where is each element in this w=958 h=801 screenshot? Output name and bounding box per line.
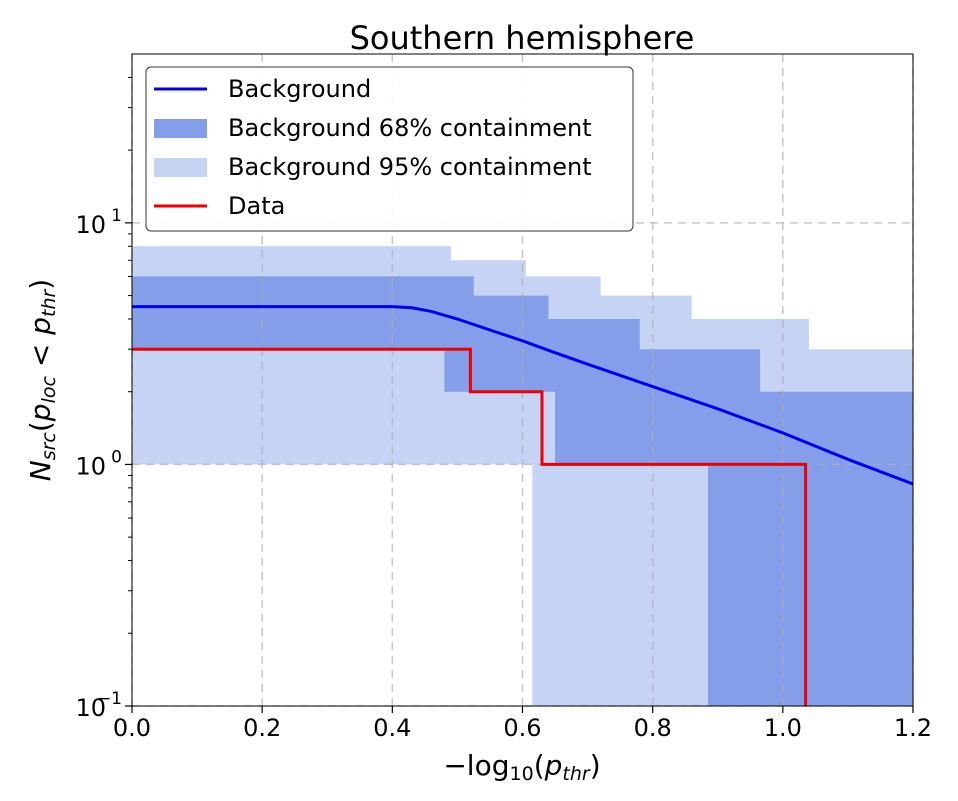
y-axis-label-part: < <box>24 335 57 376</box>
confidence-bands <box>132 246 913 707</box>
series-lines <box>132 305 914 706</box>
y-tick-label: 10 <box>75 452 106 480</box>
x-axis-label-part: −log <box>443 749 509 782</box>
x-axis-label-part: ) <box>590 749 601 782</box>
legend-label: Background 95% containment <box>228 153 592 181</box>
y-axis-label-part: thr <box>38 289 60 317</box>
y-tick-label: 10 <box>75 694 106 722</box>
legend-box <box>145 66 634 232</box>
legend-swatch <box>154 158 207 177</box>
y-axis-label-text: Nsrc(ploc < pthr) <box>24 279 60 482</box>
series-line-background <box>132 305 914 486</box>
legend-label: Data <box>228 192 285 220</box>
x-axis-label-text: −log10(pthr) <box>443 749 600 785</box>
x-axis-label: −log10(pthr) <box>443 749 600 785</box>
y-tick-exponent: −1 <box>97 689 122 709</box>
legend-swatch <box>154 119 207 138</box>
y-axis-label: Nsrc(ploc < pthr) <box>24 279 60 482</box>
x-tick-label: 0.8 <box>634 714 672 742</box>
y-axis-label-part: p <box>24 317 57 336</box>
series-line-data <box>132 347 808 706</box>
x-tick-label: 0.2 <box>243 714 281 742</box>
legend-label: Background <box>228 75 371 103</box>
x-axis-label-part: p <box>544 749 563 782</box>
y-tick-label: 10 <box>75 211 106 239</box>
y-axis-label-part: ( <box>24 421 57 432</box>
y-tick-exponent: 1 <box>111 206 122 226</box>
x-axis-label-part: ( <box>534 749 545 782</box>
x-axis-label-part: 10 <box>510 763 534 785</box>
legend: Background Background 68% containment Back… <box>145 66 634 232</box>
x-tick-label: 0.6 <box>503 714 541 742</box>
band-background-68-containment <box>132 276 913 706</box>
chart-title: Southern hemisphere <box>350 19 695 57</box>
y-axis-label-part: ) <box>24 279 57 290</box>
x-tick-label: 1.0 <box>764 714 802 742</box>
x-tick-label: 1.2 <box>894 714 932 742</box>
y-tick-exponent: 0 <box>111 447 122 467</box>
y-axis-label-part: src <box>38 432 60 461</box>
y-axis-label-part: N <box>24 460 57 481</box>
x-tick-label: 0.0 <box>113 714 151 742</box>
x-axis-label-part: thr <box>562 763 590 785</box>
y-axis-label-part: loc <box>38 376 60 404</box>
x-tick-label: 0.4 <box>373 714 411 742</box>
legend-label: Background 68% containment <box>228 114 592 142</box>
y-axis-label-part: p <box>24 403 57 422</box>
